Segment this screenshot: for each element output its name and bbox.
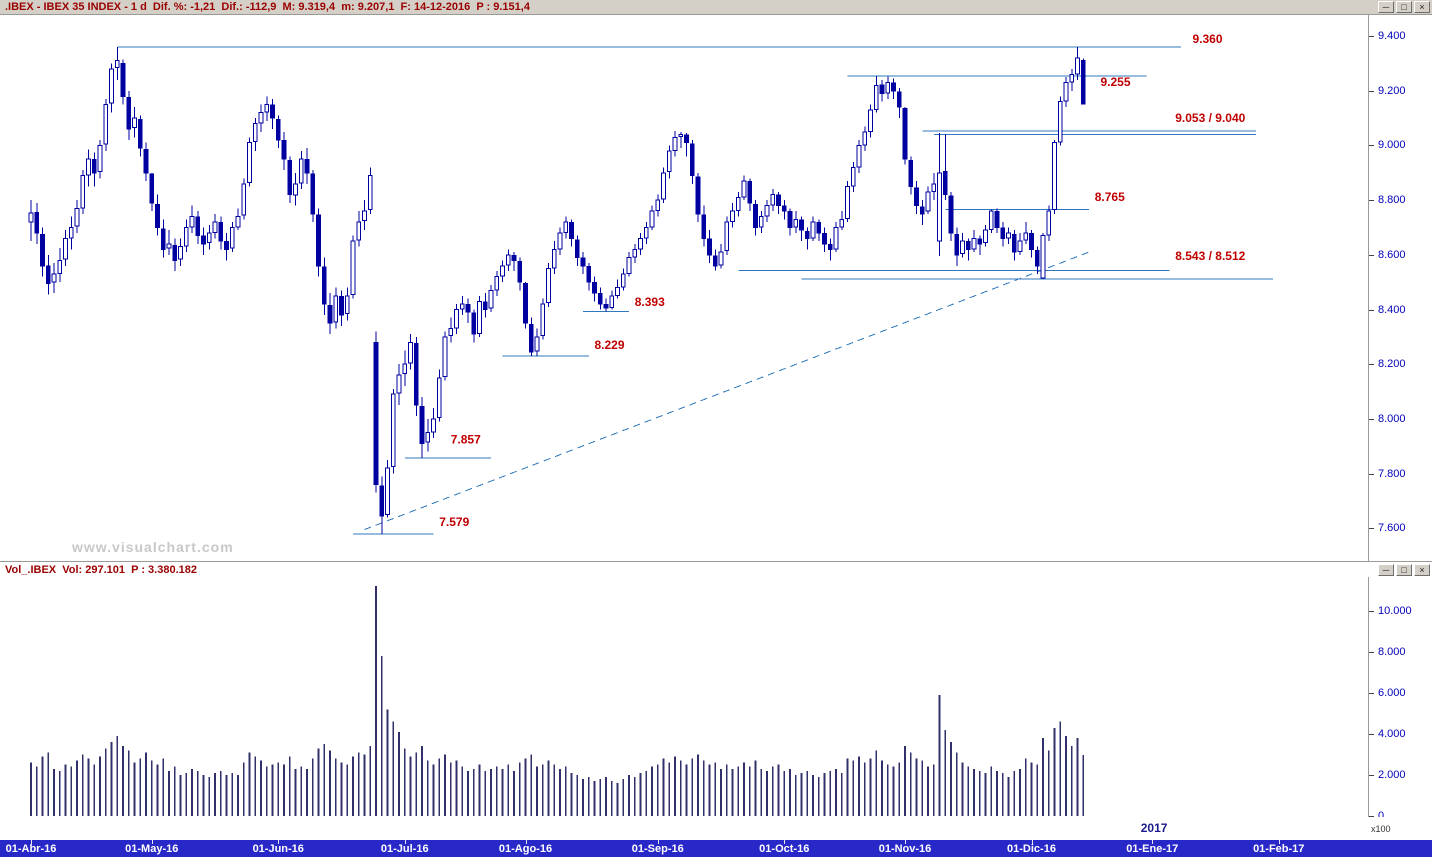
date-tick-label: 01-Oct-16 [759, 843, 810, 855]
year-label: 2017 [1140, 821, 1168, 835]
volume-tick-label: 4.000 [1378, 727, 1406, 740]
date-tick-label: 01-Jun-16 [252, 843, 304, 855]
volume-tick-label: 8.000 [1378, 645, 1406, 658]
volume-chart-area[interactable] [0, 577, 1368, 817]
date-tick-label: 01-Jul-16 [380, 843, 429, 855]
volume-tick [1369, 692, 1374, 694]
date-tick [905, 840, 906, 844]
date-tick [1152, 840, 1154, 844]
price-axis[interactable]: 9.400 9.200 9.000 8.800 8.600 8.400 8.200 8.000… [1368, 15, 1432, 561]
date-tick [1031, 840, 1033, 844]
trendline [364, 251, 1090, 531]
price-tick [1369, 254, 1374, 256]
volume-tick [1369, 610, 1374, 612]
price-tick [1369, 145, 1374, 147]
volume-tick [1369, 774, 1374, 776]
volume-tick-label: 10.000 [1378, 604, 1412, 617]
price-panel-title: .IBEX - IBEX 35 INDEX - 1 d Dif. %: -1,2… [5, 1, 530, 13]
date-tick-label: 01-Ene-17 [1126, 843, 1179, 855]
date-tick [525, 840, 527, 844]
volume-tick [1369, 651, 1374, 653]
level-label: 9.255 [1101, 75, 1131, 89]
minimize-button[interactable]: ─ [1378, 564, 1394, 576]
level-label: 8.229 [595, 338, 625, 352]
volume-tick-label: 6.000 [1378, 686, 1406, 699]
date-tick-label: 01-Sep-16 [631, 843, 684, 855]
price-tick [1369, 528, 1374, 530]
level-label: 8.765 [1095, 190, 1125, 204]
candles [28, 47, 1086, 534]
date-tick [657, 840, 659, 844]
price-tick [1369, 36, 1374, 38]
price-tick [1369, 90, 1374, 92]
volume-panel-title: Vol_.IBEX Vol: 297.101 P : 3.380.182 [5, 564, 197, 576]
volume-tick [1369, 816, 1374, 817]
price-tick [1369, 364, 1374, 366]
price-tick-label: 8.800 [1378, 194, 1406, 207]
price-tick-label: 8.600 [1378, 248, 1406, 261]
price-tick-label: 9.200 [1378, 84, 1406, 97]
restore-button[interactable]: □ [1396, 564, 1412, 576]
date-tick [784, 840, 786, 844]
bottom-strip: 2017 x100 [0, 817, 1432, 840]
date-tick-label: 01-May-16 [125, 843, 179, 855]
price-tick [1369, 418, 1374, 420]
level-label: 8.393 [635, 295, 665, 309]
date-tick [1278, 840, 1280, 844]
price-tick-label: 9.000 [1378, 139, 1406, 152]
level-label: 9.053 / 9.040 [1175, 111, 1245, 125]
candlestick-chart: 9.360 9.255 9.053 / 9.040 8.765 8.543 / 8.51… [28, 32, 1273, 535]
volume-chart [30, 586, 1085, 816]
volume-panel-header: Vol_.IBEX Vol: 297.101 P : 3.380.182 ─ □ × [0, 561, 1432, 578]
level-label: 8.543 / 8.512 [1175, 249, 1245, 263]
price-tick-label: 9.400 [1378, 30, 1406, 43]
date-tick-label: 01-Feb-17 [1253, 843, 1305, 855]
price-tick [1369, 200, 1374, 202]
price-tick-label: 7.600 [1378, 522, 1406, 535]
date-tick [404, 840, 406, 844]
close-button[interactable]: × [1414, 1, 1430, 13]
price-tick-label: 8.000 [1378, 412, 1406, 425]
date-tick-label: 01-Nov-16 [878, 843, 932, 855]
level-label: 9.360 [1193, 32, 1223, 46]
date-axis[interactable]: 01-Abr-16 01-May-16 01-Jun-16 01-Jul-16 01-A… [0, 840, 1432, 857]
level-label: 7.579 [439, 515, 469, 529]
date-tick-label: 01-Abr-16 [5, 843, 57, 855]
price-chart-area[interactable]: 9.360 9.255 9.053 / 9.040 8.765 8.543 / 8.51… [0, 15, 1368, 561]
restore-button[interactable]: □ [1396, 1, 1412, 13]
volume-tick [1369, 733, 1374, 735]
volume-axis[interactable]: 10.000 8.000 6.000 4.000 2.000 0 [1368, 577, 1432, 822]
date-tick [278, 840, 280, 844]
price-tick-label: 7.800 [1378, 467, 1406, 480]
level-label: 7.857 [451, 432, 481, 446]
volume-tick-label: 2.000 [1378, 768, 1406, 781]
volume-multiplier-label: x100 [1371, 824, 1391, 834]
date-tick [151, 840, 153, 844]
level-labels: 9.360 9.255 9.053 / 9.040 8.765 8.543 / 8.51… [439, 32, 1245, 529]
volume-bars [30, 586, 1085, 816]
date-tick-label: 01-Dic-16 [1007, 843, 1056, 855]
date-tick-label: 01-Ago-16 [498, 843, 553, 855]
volume-tick-label: 0 [1378, 810, 1385, 822]
date-tick [31, 840, 32, 844]
price-tick-label: 8.400 [1378, 303, 1406, 316]
level-lines [117, 46, 1273, 535]
volume-panel-window-controls: ─ □ × [1378, 564, 1430, 576]
close-button[interactable]: × [1414, 564, 1430, 576]
minimize-button[interactable]: ─ [1378, 1, 1394, 13]
price-panel-window-controls: ─ □ × [1378, 1, 1430, 13]
watermark: www.visualchart.com [72, 539, 234, 555]
price-tick [1369, 473, 1374, 475]
price-tick [1369, 309, 1374, 311]
price-tick-label: 8.200 [1378, 358, 1406, 371]
price-panel-titlebar: .IBEX - IBEX 35 INDEX - 1 d Dif. %: -1,2… [0, 0, 1432, 15]
